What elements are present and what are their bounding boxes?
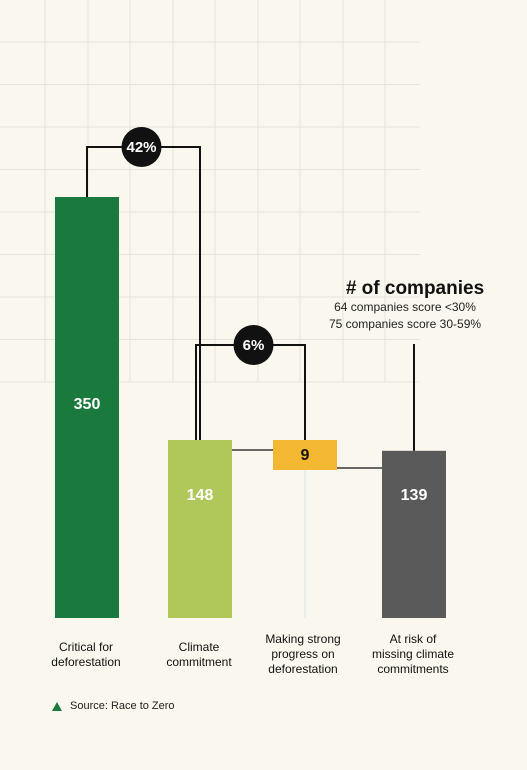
badge-6-label: 6% <box>243 337 265 354</box>
category-label-climate: Climate commitment <box>166 640 232 669</box>
bar-at-risk <box>382 450 446 618</box>
triangle-icon <box>52 701 62 711</box>
bar-critical <box>55 197 119 618</box>
bar-climate <box>168 439 232 618</box>
badge-42-circle <box>121 127 162 167</box>
bar-value-label: 139 <box>401 487 428 504</box>
badge-6-circle <box>233 325 274 365</box>
legend-title: # of companies <box>345 278 485 299</box>
legend-line-2: 75 companies score 30-59% <box>328 317 482 331</box>
source-text: Source: Race to Zero <box>70 700 175 712</box>
source-note: Source: Race to Zero <box>52 700 175 712</box>
bar-progress <box>273 439 337 470</box>
category-label-critical: Critical for deforestation <box>51 640 121 669</box>
bar-value-label: 9 <box>301 447 310 464</box>
badge-42-label: 42% <box>126 139 156 156</box>
bar-value-label: 148 <box>187 487 214 504</box>
bar-value-label: 350 <box>74 396 101 413</box>
category-label-at-risk: At risk of missing climate commitments <box>371 632 455 676</box>
legend-line-1: 64 companies score <30% <box>334 300 476 314</box>
category-label-progress: Making strong progress on deforestation <box>265 632 341 676</box>
